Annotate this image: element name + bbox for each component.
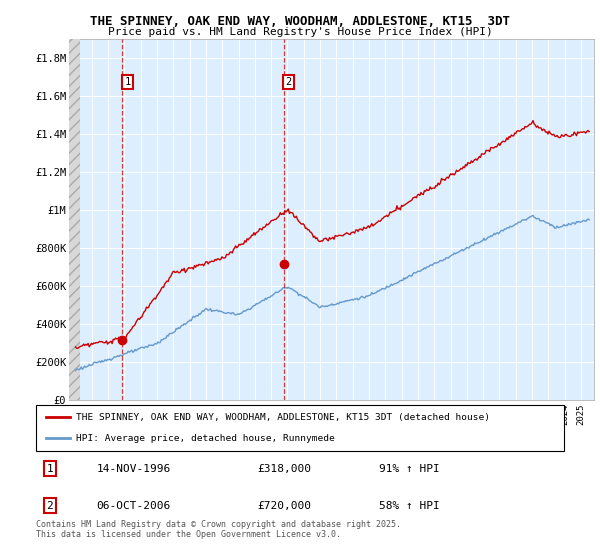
- Text: 2: 2: [47, 501, 53, 511]
- Text: 1: 1: [124, 77, 131, 87]
- Text: 91% ↑ HPI: 91% ↑ HPI: [379, 464, 440, 474]
- Bar: [69, 39, 80, 400]
- Text: 2: 2: [286, 77, 292, 87]
- Text: HPI: Average price, detached house, Runnymede: HPI: Average price, detached house, Runn…: [76, 434, 334, 443]
- Text: THE SPINNEY, OAK END WAY, WOODHAM, ADDLESTONE, KT15 3DT (detached house): THE SPINNEY, OAK END WAY, WOODHAM, ADDLE…: [76, 413, 490, 422]
- Text: Price paid vs. HM Land Registry's House Price Index (HPI): Price paid vs. HM Land Registry's House …: [107, 27, 493, 37]
- Text: 58% ↑ HPI: 58% ↑ HPI: [379, 501, 440, 511]
- Text: THE SPINNEY, OAK END WAY, WOODHAM, ADDLESTONE, KT15  3DT: THE SPINNEY, OAK END WAY, WOODHAM, ADDLE…: [90, 15, 510, 28]
- Text: £318,000: £318,000: [258, 464, 312, 474]
- Text: 14-NOV-1996: 14-NOV-1996: [97, 464, 171, 474]
- FancyBboxPatch shape: [36, 405, 564, 451]
- Text: £720,000: £720,000: [258, 501, 312, 511]
- Text: 1: 1: [47, 464, 53, 474]
- Text: Contains HM Land Registry data © Crown copyright and database right 2025.
This d: Contains HM Land Registry data © Crown c…: [36, 520, 401, 539]
- Text: 06-OCT-2006: 06-OCT-2006: [97, 501, 171, 511]
